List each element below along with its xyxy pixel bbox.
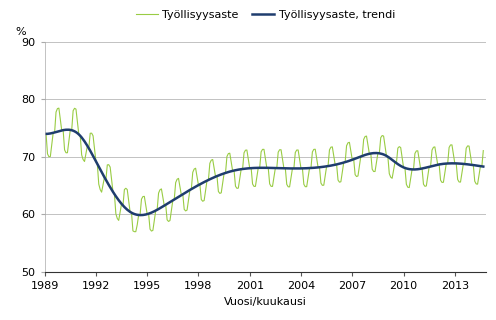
Työllisyysaste — [220, 181, 226, 185]
Työllisyysaste, trendi — [262, 166, 268, 170]
Työllisyysaste, trendi — [480, 164, 486, 168]
Y-axis label: %: % — [15, 27, 26, 37]
Työllisyysaste — [56, 106, 62, 110]
Työllisyysaste — [131, 230, 137, 234]
Työllisyysaste, trendi — [137, 213, 143, 217]
Työllisyysaste — [43, 132, 49, 136]
Työllisyysaste — [90, 134, 96, 138]
Työllisyysaste — [190, 171, 196, 174]
X-axis label: Vuosi/kuukausi: Vuosi/kuukausi — [224, 297, 307, 307]
Työllisyysaste, trendi — [190, 186, 196, 190]
Työllisyysaste, trendi — [43, 132, 49, 136]
Line: Työllisyysaste, trendi: Työllisyysaste, trendi — [45, 130, 483, 215]
Line: Työllisyysaste: Työllisyysaste — [45, 108, 483, 232]
Työllisyysaste, trendi — [42, 132, 48, 136]
Työllisyysaste, trendi — [220, 172, 226, 176]
Työllisyysaste — [262, 157, 268, 161]
Työllisyysaste — [143, 204, 149, 207]
Työllisyysaste, trendi — [90, 154, 96, 158]
Työllisyysaste, trendi — [64, 128, 70, 132]
Työllisyysaste, trendi — [143, 212, 149, 216]
Työllisyysaste — [42, 132, 48, 136]
Legend: Työllisyysaste, Työllisyysaste, trendi: Työllisyysaste, Työllisyysaste, trendi — [135, 10, 395, 20]
Työllisyysaste — [480, 149, 486, 153]
